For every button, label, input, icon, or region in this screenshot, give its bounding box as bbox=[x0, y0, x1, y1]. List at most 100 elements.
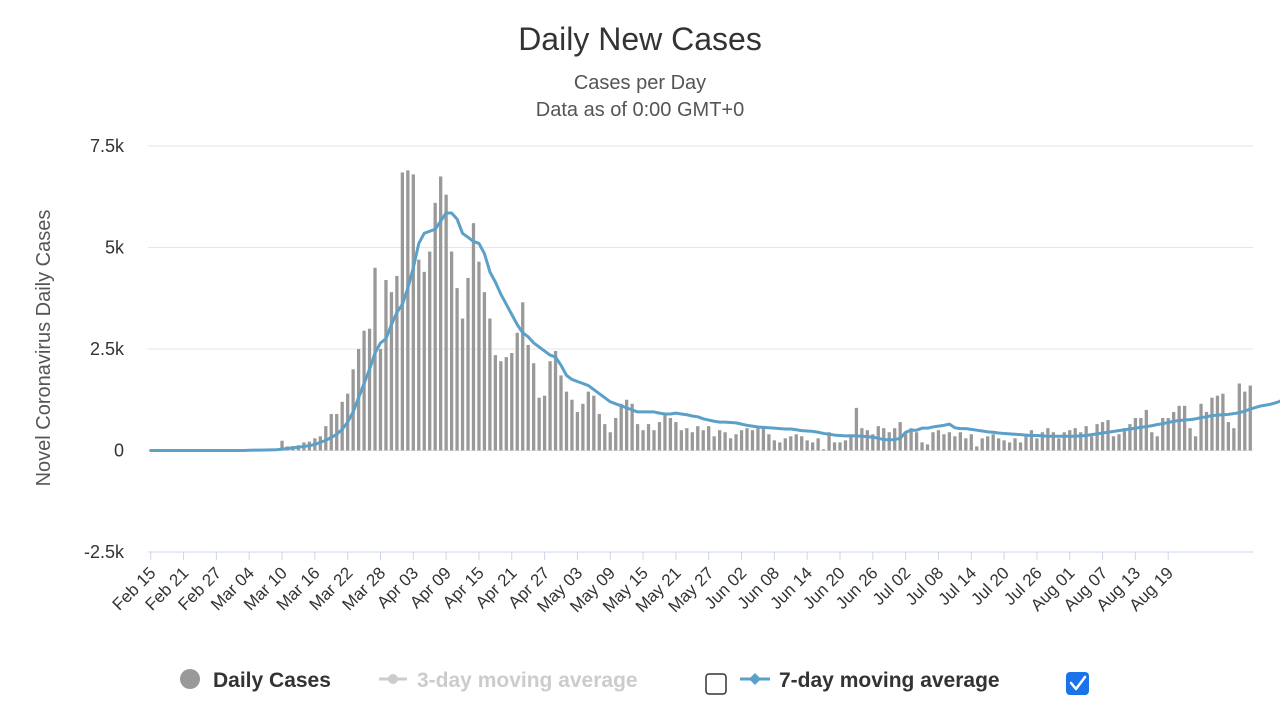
daily-cases-bar bbox=[739, 430, 744, 451]
daily-cases-bar bbox=[630, 403, 634, 451]
daily-cases-bar bbox=[761, 428, 766, 451]
daily-cases-bar bbox=[417, 259, 421, 451]
daily-cases-bar bbox=[969, 434, 973, 451]
three-day-legend-marker bbox=[388, 674, 398, 684]
daily-cases-bar bbox=[395, 275, 399, 451]
y-tick-label: 0 bbox=[114, 441, 124, 461]
daily-cases-bar bbox=[657, 422, 662, 451]
moving-average-lines bbox=[149, 211, 1280, 452]
daily-cases-bar bbox=[707, 426, 711, 451]
daily-cases-bar bbox=[1051, 432, 1055, 451]
daily-cases-bar bbox=[504, 357, 508, 451]
daily-cases-bar bbox=[1150, 432, 1154, 451]
daily-cases-bar bbox=[526, 344, 530, 451]
daily-cases-bar bbox=[723, 432, 727, 451]
daily-cases-bar bbox=[1122, 428, 1127, 451]
daily-cases-bar bbox=[570, 399, 574, 451]
daily-cases-bar bbox=[750, 430, 755, 451]
daily-cases-bar bbox=[1182, 405, 1187, 451]
daily-cases-bar bbox=[603, 424, 607, 451]
daily-cases-bar bbox=[958, 432, 962, 451]
daily-cases-bar bbox=[1199, 403, 1203, 451]
daily-cases-bar bbox=[816, 438, 820, 451]
daily-cases-bar bbox=[718, 430, 722, 451]
chart-title: Daily New Cases bbox=[518, 21, 762, 57]
daily-cases-bar bbox=[411, 174, 415, 451]
legend: Daily Cases 3-day moving average 7-day m… bbox=[180, 669, 1089, 695]
daily-cases-bar bbox=[849, 434, 853, 451]
daily-cases-bar bbox=[280, 440, 284, 451]
daily-cases-bar bbox=[663, 413, 667, 451]
daily-cases-bar bbox=[340, 401, 344, 451]
daily-cases-bar bbox=[811, 442, 815, 451]
daily-cases-bar bbox=[1193, 436, 1198, 451]
daily-cases-legend-marker bbox=[180, 669, 200, 689]
daily-cases-bar bbox=[537, 397, 541, 451]
legend-item-3-day-moving-average[interactable]: 3-day moving average bbox=[379, 669, 638, 692]
daily-cases-bar bbox=[1029, 430, 1034, 451]
three-day-average-checkbox[interactable] bbox=[705, 673, 727, 695]
daily-cases-bar bbox=[953, 436, 957, 451]
daily-cases-bar bbox=[975, 446, 979, 451]
daily-cases-bar bbox=[1139, 418, 1143, 451]
daily-cases-bar bbox=[821, 449, 826, 451]
daily-cases-bar bbox=[783, 438, 787, 451]
daily-cases-legend-label: Daily Cases bbox=[213, 669, 331, 692]
daily-cases-bar bbox=[800, 436, 804, 451]
daily-cases-bar bbox=[794, 434, 798, 451]
daily-cases-bar bbox=[772, 440, 776, 451]
daily-cases-bar bbox=[1024, 436, 1028, 451]
daily-cases-bar bbox=[641, 430, 645, 451]
legend-item-7-day-moving-average[interactable]: 7-day moving average bbox=[740, 669, 1000, 692]
daily-cases-bar bbox=[986, 436, 990, 451]
daily-cases-bar bbox=[1177, 405, 1181, 451]
daily-cases-bar bbox=[947, 432, 952, 451]
y-tick-label: 5k bbox=[105, 238, 125, 258]
daily-cases-bar bbox=[1079, 432, 1083, 451]
daily-cases-bar bbox=[1111, 436, 1116, 451]
daily-cases-bar bbox=[701, 430, 705, 451]
daily-cases-bar bbox=[980, 438, 984, 451]
daily-cases-bar bbox=[1243, 391, 1247, 451]
y-axis-ticks: 7.5k 5k 2.5k 0 -2.5k bbox=[84, 136, 125, 562]
daily-cases-bar bbox=[373, 267, 377, 451]
daily-cases-bar bbox=[422, 271, 426, 451]
daily-cases-bar bbox=[1035, 438, 1039, 451]
daily-cases-bar bbox=[860, 428, 864, 451]
legend-item-daily-cases[interactable]: Daily Cases bbox=[180, 669, 331, 692]
three-day-legend-label: 3-day moving average bbox=[417, 669, 638, 692]
daily-cases-bar bbox=[586, 391, 590, 451]
daily-cases-bar bbox=[1046, 428, 1050, 451]
daily-cases-bar bbox=[329, 413, 333, 451]
daily-cases-bar bbox=[832, 442, 837, 451]
y-tick-label: -2.5k bbox=[84, 542, 125, 562]
daily-cases-bar bbox=[1166, 418, 1170, 451]
daily-cases-bar bbox=[745, 428, 749, 451]
daily-cases-bar bbox=[619, 403, 623, 451]
daily-cases-bar bbox=[471, 223, 476, 451]
daily-cases-bar bbox=[455, 288, 459, 451]
daily-cases-bar bbox=[1248, 385, 1252, 451]
daily-cases-bar bbox=[734, 434, 738, 451]
seven-day-average-checkbox[interactable] bbox=[1066, 672, 1089, 695]
daily-cases-bar bbox=[449, 251, 454, 451]
daily-cases-bar bbox=[1057, 438, 1061, 451]
daily-cases-bar bbox=[532, 363, 536, 451]
daily-cases-bar bbox=[614, 418, 618, 451]
seven-day-moving-average-line bbox=[149, 211, 1280, 452]
daily-cases-bar bbox=[400, 172, 405, 451]
daily-cases-bar bbox=[1073, 428, 1077, 451]
daily-cases-bar bbox=[789, 436, 793, 451]
daily-cases-bar bbox=[1002, 440, 1006, 451]
daily-cases-bar bbox=[696, 426, 700, 451]
daily-cases-bar bbox=[564, 391, 569, 451]
daily-cases-bar bbox=[384, 279, 388, 451]
daily-cases-bar bbox=[1237, 383, 1241, 451]
daily-cases-bar bbox=[756, 426, 760, 451]
daily-cases-bar bbox=[324, 426, 328, 451]
chart-subtitle-line-2: Data as of 0:00 GMT+0 bbox=[536, 99, 744, 121]
daily-cases-bar bbox=[1084, 426, 1088, 451]
daily-cases-bar bbox=[553, 351, 558, 451]
daily-cases-bar bbox=[362, 330, 366, 451]
seven-day-checkbox-box bbox=[1066, 672, 1089, 695]
